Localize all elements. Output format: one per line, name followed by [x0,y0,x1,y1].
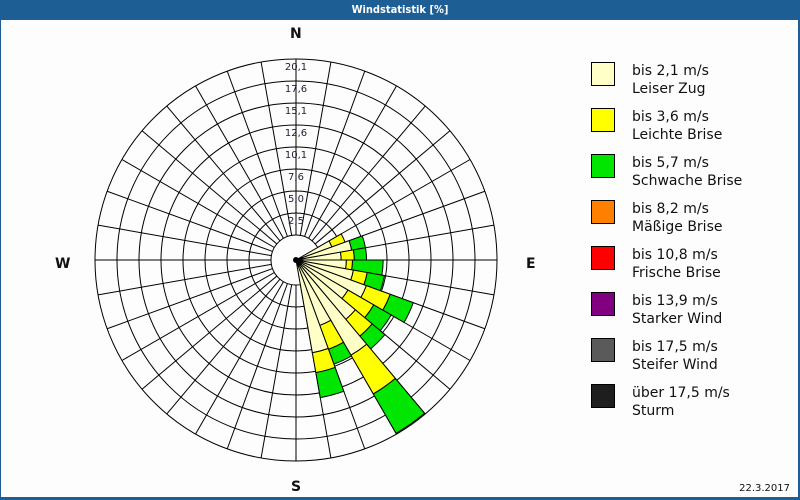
compass-north: N [290,26,302,42]
wind-sector [382,293,414,324]
grid-spoke [97,224,272,257]
legend-swatch [591,384,615,408]
grid-spoke [314,130,451,245]
legend-label: bis 3,6 m/s Leichte Brise [632,109,723,143]
grid-spoke [121,272,275,361]
legend-swatch [591,154,615,178]
grid-spoke [166,105,281,242]
compass-east: E [526,256,536,272]
legend-swatch [591,200,615,224]
grid-spoke [141,130,278,245]
legend-label: bis 10,8 m/s Frische Brise [632,247,721,281]
legend-swatch [591,292,615,316]
legend-label: bis 8,2 m/s Mäßige Brise [632,201,723,235]
grid-spoke [317,159,471,248]
grid-spoke [299,61,332,236]
legend-swatch [591,246,615,270]
grid-spoke [308,85,397,239]
grid-spoke [260,284,293,459]
compass-west: W [55,256,71,272]
grid-spoke [195,281,284,435]
grid-spoke [311,105,426,242]
grid-spoke [166,278,281,415]
grid-spoke [304,70,366,237]
legend-label: bis 2,1 m/s Leiser Zug [632,63,709,97]
legend-label: über 17,5 m/s Sturm [632,385,730,419]
legend-swatch [591,338,615,362]
window-title: Windstatistik [%] [0,0,800,20]
legend-swatch [591,62,615,86]
wind-rose-chart: 2,55,07,610,112,615,117,620,1 [94,58,498,462]
wind-sector [315,366,345,399]
compass-south: S [291,479,302,495]
wind-sector [352,247,368,261]
grid-spoke [226,283,288,450]
legend-label: bis 13,9 m/s Starker Wind [632,293,723,327]
grid-spoke [195,85,284,239]
legend-swatch [591,108,615,132]
grid-spoke [106,190,273,252]
date-label: 22.3.2017 [739,483,790,494]
legend-label: bis 17,5 m/s Steifer Wind [632,339,718,373]
grid-spoke [141,275,278,390]
legend-label: bis 5,7 m/s Schwache Brise [632,155,743,189]
chart-panel: 2,5 5,0 7,6 10,1 12,6 15,1 17,6 20,1 N E S W bi… [1,20,798,497]
wind-sector [339,249,355,261]
grid-spoke [106,268,273,330]
wind-sector [372,377,426,434]
grid-spoke [97,263,272,296]
center-point [293,257,299,263]
grid-spoke [121,159,275,248]
grid-spoke [226,70,288,237]
grid-spoke [260,61,293,236]
